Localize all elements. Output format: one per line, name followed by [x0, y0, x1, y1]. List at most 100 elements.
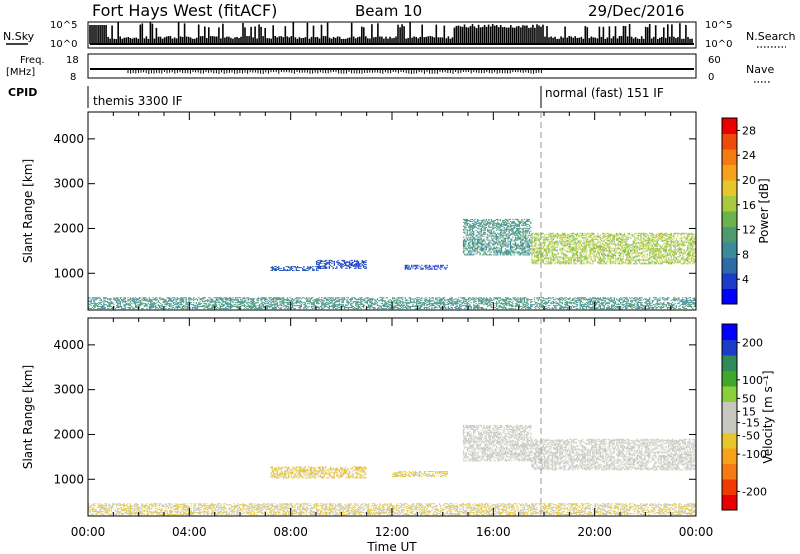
scatter-cell-region-0: [162, 298, 164, 300]
scatter-cell-region-0: [242, 303, 244, 305]
scatter-cell-region-4: [518, 246, 520, 248]
scatter-cell-region-0: [356, 308, 358, 310]
scatter-cell-region-4: [503, 223, 505, 225]
scatter-cell-region-4: [487, 228, 489, 230]
scatter-cell-region-0: [408, 306, 410, 308]
scatter-cell-region-0: [200, 299, 202, 301]
scatter-cell-region-4: [500, 225, 503, 227]
scatter-cell-region-4: [494, 248, 496, 250]
scatter-cell-region-4: [466, 231, 468, 233]
scatter-cell-region-0: [231, 305, 233, 307]
scatter-cell-region-0: [166, 297, 168, 299]
scatter-cell-region-0: [626, 305, 628, 307]
scatter-cell-region-0: [207, 306, 209, 308]
scatter-cell-region-0: [389, 299, 391, 301]
scatter-cell-region-0: [176, 304, 178, 306]
scatter-cell-region-4: [492, 235, 494, 237]
scatter-cell-region-4: [480, 231, 482, 233]
scatter-cell-region-0: [693, 306, 695, 308]
scatter-cell-region-0: [601, 302, 603, 304]
scatter-cell-region-4: [519, 252, 522, 254]
scatter-cell-region-0: [447, 299, 449, 301]
scatter-cell-region-0: [526, 307, 528, 309]
scatter-cell-region-0: [641, 307, 643, 309]
scatter-cell-region-0: [612, 306, 614, 308]
scatter-cell-region-4: [485, 253, 487, 255]
scatter-cell-region-0: [171, 305, 173, 307]
scatter-cell-region-0: [295, 301, 297, 303]
scatter-cell-region-0: [176, 298, 178, 300]
scatter-cell-region-0: [139, 301, 142, 303]
scatter-cell-region-0: [447, 308, 449, 310]
scatter-cell-region-0: [360, 298, 362, 300]
scatter-cell-region-0: [588, 298, 590, 300]
scatter-cell-region-0: [276, 306, 278, 308]
scatter-cell-region-4: [484, 220, 486, 222]
scatter-cell-region-0: [661, 305, 664, 307]
scatter-cell-region-0: [560, 302, 562, 304]
scatter-cell-region-0: [670, 307, 672, 309]
scatter-cell-region-0: [278, 307, 280, 309]
scatter-cell-region-0: [480, 298, 482, 300]
scatter-cell-region-0: [687, 304, 689, 306]
scatter-cell-region-4: [473, 223, 475, 225]
scatter-cell-region-4: [507, 244, 509, 246]
scatter-cell-region-4: [499, 223, 501, 225]
scatter-cell-region-0: [549, 297, 551, 299]
scatter-cell-region-0: [269, 298, 271, 300]
scatter-cell-region-4: [493, 254, 495, 256]
scatter-cell-region-0: [516, 305, 518, 307]
scatter-cell-region-0: [132, 299, 134, 301]
scatter-cell-region-4: [506, 226, 508, 228]
scatter-cell-region-0: [90, 299, 92, 301]
scatter-cell-region-0: [609, 298, 612, 300]
scatter-cell-region-0: [692, 298, 694, 300]
scatter-cell-region-2: [319, 259, 322, 261]
scatter-cell-region-0: [345, 307, 347, 309]
scatter-cell-region-4: [516, 218, 518, 220]
scatter-cell-region-4: [483, 227, 485, 229]
scatter-cell-region-0: [499, 300, 501, 302]
scatter-cell-region-0: [240, 301, 242, 303]
scatter-cell-region-0: [469, 306, 471, 308]
scatter-cell-region-0: [620, 297, 622, 299]
scatter-cell-region-4: [507, 250, 509, 252]
scatter-cell-region-0: [342, 301, 344, 303]
scatter-cell-region-4: [514, 241, 517, 243]
scatter-cell-region-0: [547, 297, 550, 299]
scatter-cell-region-1: [275, 269, 277, 271]
scatter-cell-region-0: [518, 304, 520, 306]
scatter-cell-region-0: [630, 298, 632, 300]
scatter-cell-region-0: [603, 302, 605, 304]
scatter-cell-region-0: [546, 298, 548, 300]
scatter-cell-region-4: [507, 236, 509, 238]
scatter-cell-region-0: [280, 304, 282, 306]
scatter-cell-region-0: [98, 297, 100, 299]
scatter-cell-region-4: [465, 224, 467, 226]
scatter-cell-region-0: [383, 304, 385, 306]
scatter-cell-region-0: [622, 297, 624, 299]
scatter-cell-region-0: [369, 308, 371, 310]
scatter-cell-region-0: [181, 299, 183, 301]
scatter-cell-region-0: [366, 307, 368, 309]
scatter-cell-region-4: [494, 250, 496, 252]
scatter-cell-region-0: [380, 300, 382, 302]
scatter-cell-region-0: [153, 306, 156, 308]
scatter-cell-region-0: [454, 307, 456, 309]
scatter-cell-region-4: [506, 249, 508, 251]
scatter-cell-region-0: [255, 307, 257, 309]
scatter-cell-region-0: [659, 302, 661, 304]
scatter-cell-region-0: [478, 307, 480, 309]
scatter-cell-region-2: [352, 264, 354, 266]
scatter-cell-region-0: [474, 307, 476, 309]
scatter-cell-region-0: [131, 298, 133, 300]
scatter-cell-region-0: [145, 305, 147, 307]
scatter-cell-region-2: [359, 263, 361, 265]
scatter-cell-region-0: [141, 304, 143, 306]
scatter-cell-region-0: [233, 304, 235, 306]
scatter-cell-region-0: [442, 297, 444, 299]
scatter-cell-region-0: [248, 302, 251, 304]
scatter-cell-region-0: [312, 304, 314, 306]
scatter-cell-region-0: [464, 297, 466, 299]
scatter-cell-region-0: [336, 300, 338, 302]
